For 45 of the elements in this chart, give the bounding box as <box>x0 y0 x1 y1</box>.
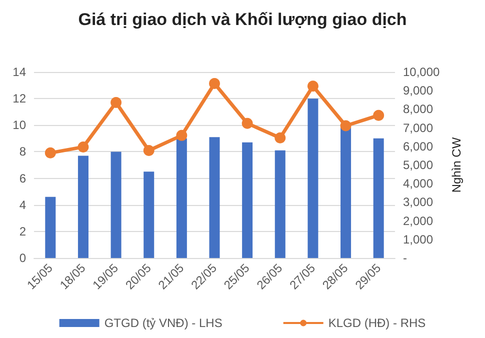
y-tick-label: 8 <box>19 144 26 159</box>
point <box>176 130 188 141</box>
point <box>373 110 384 121</box>
bar <box>274 150 286 258</box>
y2-tick-label: - <box>403 251 407 265</box>
point <box>242 118 253 129</box>
y2-tick-label: 1,000 <box>403 232 434 246</box>
y2-tick-label: 8,000 <box>403 102 434 116</box>
bar <box>242 142 253 258</box>
bar <box>209 137 220 258</box>
legend-label: GTGD (tỷ VNĐ) - LHS <box>104 316 222 330</box>
bar <box>176 138 187 258</box>
bar <box>373 138 384 258</box>
y2-tick-label: 3,000 <box>403 195 434 210</box>
y2-tick-label: 5,000 <box>403 158 434 172</box>
y-tick-label: 2 <box>19 224 26 238</box>
bar <box>110 152 122 258</box>
y-tick-label: 4 <box>19 198 26 212</box>
chart-title: Giá trị giao dịch và Khối lượng giao dịch <box>78 10 407 29</box>
y-tick-label: 0 <box>19 251 26 265</box>
bar <box>78 156 88 258</box>
y2-axis-title: Nghìn CW <box>450 136 464 193</box>
bar <box>308 98 318 258</box>
y-tick-label: 10 <box>12 118 26 132</box>
y2-tick-label: 9,000 <box>403 84 434 98</box>
point <box>274 132 286 144</box>
y-tick-label: 6 <box>19 171 26 186</box>
point <box>209 78 220 90</box>
point <box>44 147 56 158</box>
y2-tick-label: 10,000 <box>403 65 440 79</box>
point <box>340 120 352 132</box>
point <box>143 144 154 156</box>
y2-tick-label: 7,000 <box>403 120 434 135</box>
y2-tick-label: 6,000 <box>403 139 434 154</box>
point <box>78 141 89 152</box>
y-tick-label: 12 <box>12 92 26 106</box>
bar <box>340 126 352 258</box>
legend-label: KLGD (HĐ) - RHS <box>328 316 426 330</box>
bar <box>144 172 154 258</box>
y-tick-label: 14 <box>12 65 26 79</box>
bar <box>45 196 56 258</box>
y2-tick-label: 4,000 <box>403 176 434 191</box>
point <box>110 97 122 108</box>
point <box>307 80 318 92</box>
y2-tick-label: 2,000 <box>403 214 434 228</box>
